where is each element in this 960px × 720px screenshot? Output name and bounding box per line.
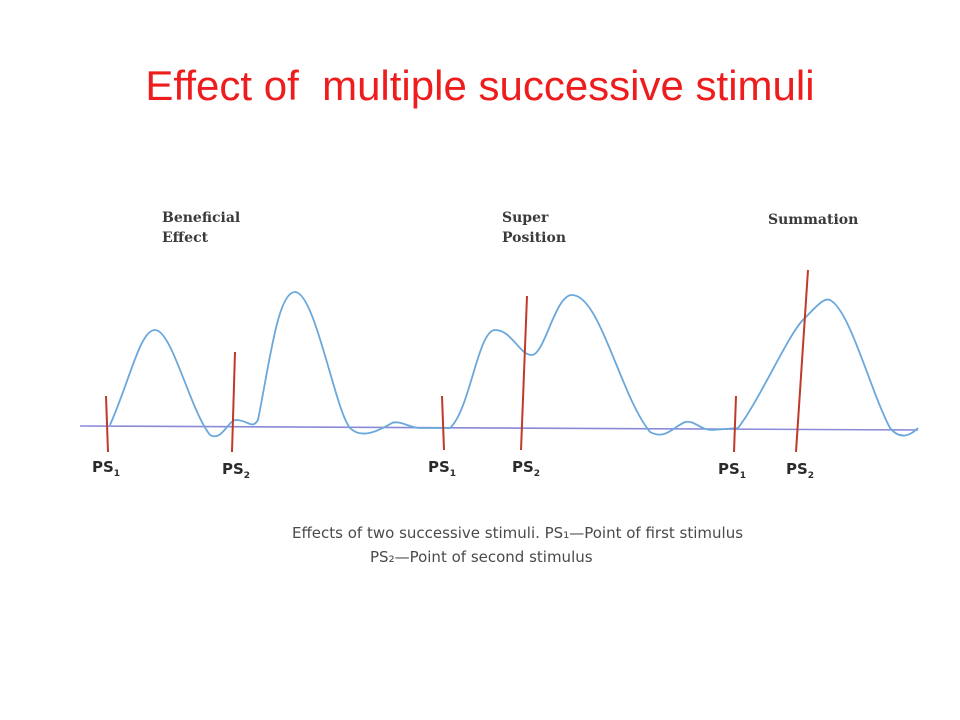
panel-2-ps2-label: PS2 xyxy=(512,458,540,479)
panel-3-ps2-label-sub: 2 xyxy=(808,471,814,481)
panel-1-ps2-label-sub: 2 xyxy=(244,471,250,481)
panel-1-annotation-line-1: Beneficial xyxy=(162,210,240,226)
panel-2-ps2-label-text: PS xyxy=(512,458,534,476)
panel-2-ps1-label-sub: 1 xyxy=(450,469,456,479)
panel-1-ps1-label-text: PS xyxy=(92,458,114,476)
panel-2-ps2-marker xyxy=(520,295,528,451)
panel-1-annotation: Beneficial Effect xyxy=(162,210,245,246)
panel-1-ps1-marker xyxy=(105,395,109,453)
panel-3-annotation-line-1: Summation xyxy=(768,212,858,228)
panel-3-ps1-marker xyxy=(733,395,737,453)
figure-caption-line-2: PS₂—Point of second stimulus xyxy=(370,548,593,566)
panel-3-ps2-label: PS2 xyxy=(786,460,814,481)
panel-2-ps1-label: PS1 xyxy=(428,458,456,479)
panel-1-ps2-label: PS2 xyxy=(222,460,250,481)
response-curve xyxy=(109,291,919,438)
panel-1-ps1-label-sub: 1 xyxy=(114,469,120,479)
panel-1-ps2-marker xyxy=(231,351,236,453)
panel-3-ps1-label-text: PS xyxy=(718,460,740,478)
panel-2-annotation-line-2: Position xyxy=(502,230,566,246)
panel-1-annotation-line-2: Effect xyxy=(162,230,209,246)
panel-3-annotation: Summation xyxy=(768,212,858,228)
figure-caption-line-1: Effects of two successive stimuli. PS₁—P… xyxy=(292,524,743,542)
panel-3-ps1-label-sub: 1 xyxy=(740,471,746,481)
panel-1-ps1-label: PS1 xyxy=(92,458,120,479)
panel-1-ps2-label-text: PS xyxy=(222,460,244,478)
panel-2-annotation-line-1: Super xyxy=(502,210,549,226)
panel-3-ps2-marker xyxy=(795,269,809,453)
panel-2-ps1-label-text: PS xyxy=(428,458,450,476)
slide-title: Effect of multiple successive stimuli xyxy=(145,62,815,109)
panel-3-ps2-label-text: PS xyxy=(786,460,808,478)
panel-2-annotation: Super Position xyxy=(502,210,566,246)
panel-2-ps2-label-sub: 2 xyxy=(534,469,540,479)
panel-2-ps1-marker xyxy=(441,395,445,451)
panel-3-ps1-label: PS1 xyxy=(718,460,746,481)
baseline xyxy=(79,425,919,431)
